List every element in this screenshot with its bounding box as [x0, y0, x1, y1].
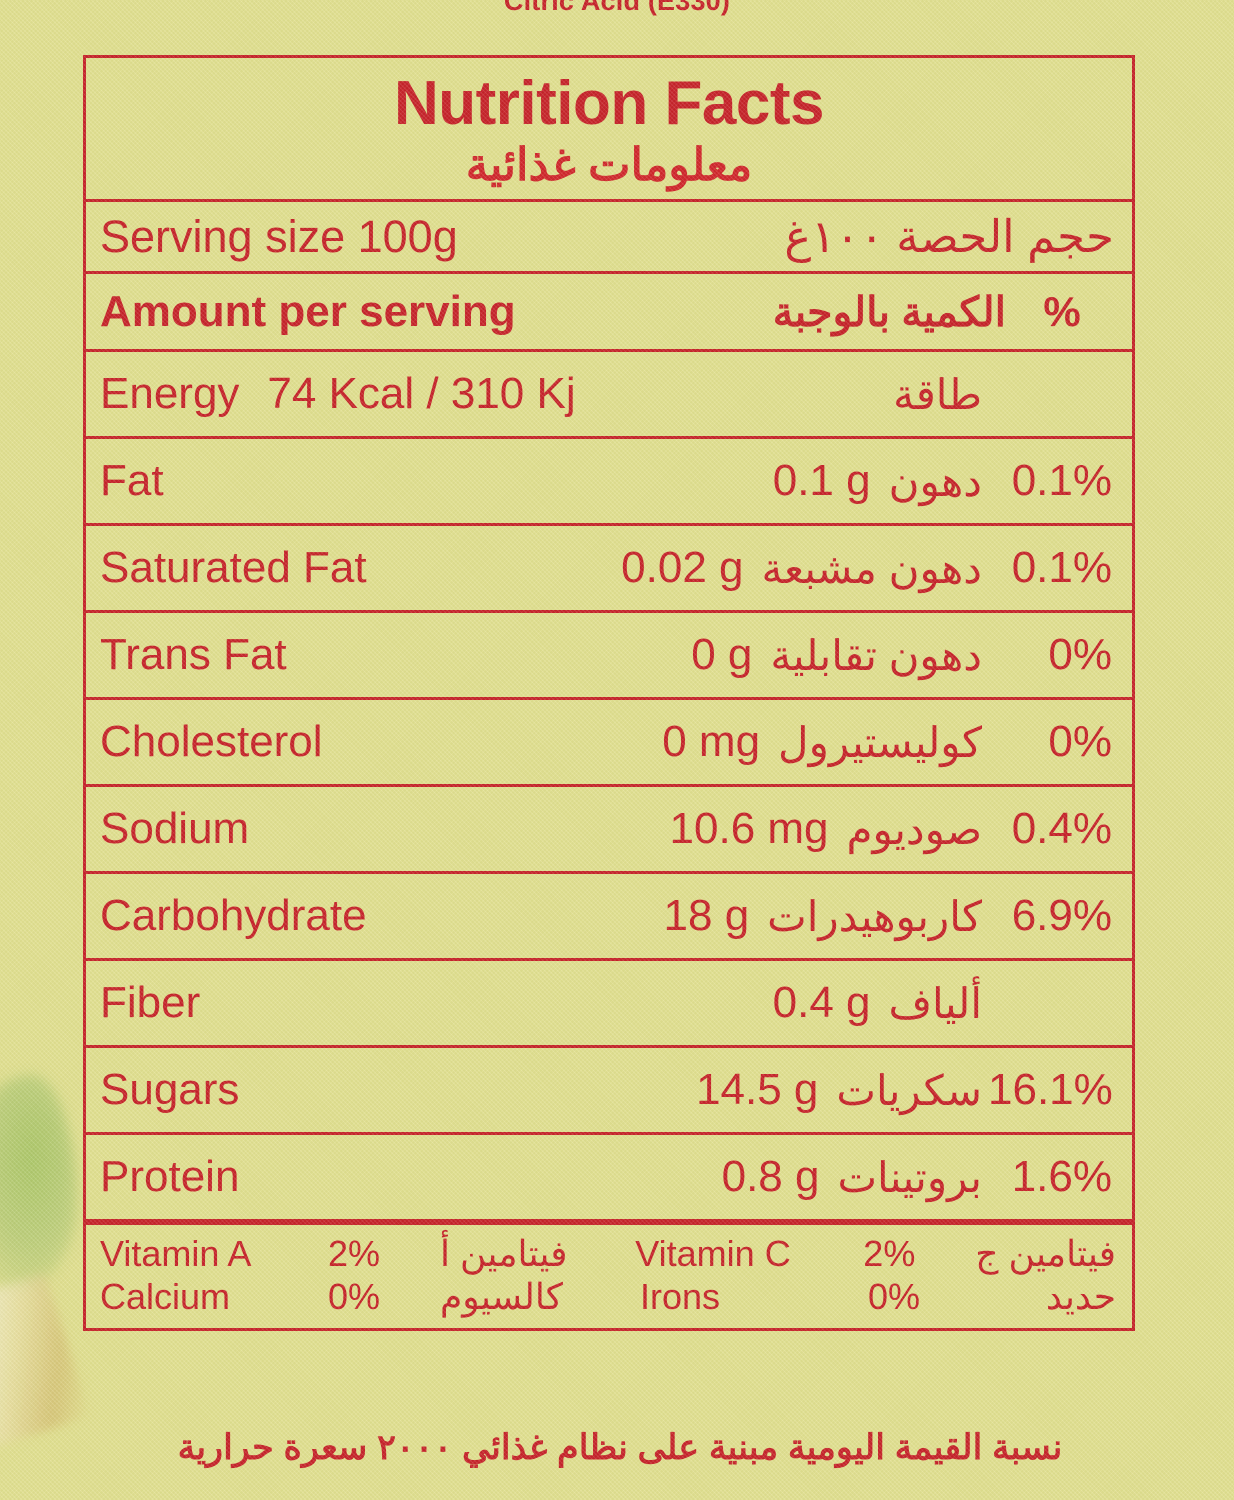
nutrient-label: Sodium [100, 804, 250, 854]
amount-per-serving-label: Amount per serving [100, 286, 516, 336]
iron-percent: 0% [868, 1275, 921, 1317]
nutrient-value-group: 0.4 g ألياف [200, 978, 988, 1028]
vitamin-c-percent: 2% [863, 1233, 916, 1275]
calcium-label: Calcium [100, 1275, 231, 1317]
nutrient-value-group: 0.8 g بروتينات [239, 1152, 988, 1202]
table-row-saturated-fat: Saturated Fat 0.02 g دهون مشبعة 0.1% [86, 526, 1132, 614]
nutrient-label: Sugars [100, 1065, 240, 1115]
nutrient-value-group: 14.5 g سكريات [239, 1065, 988, 1115]
table-row-energy: Energy 74 Kcal / 310 Kj طاقة [86, 352, 1132, 440]
nutrient-percent: 0.4% [1011, 804, 1112, 854]
nutrient-value: 10.6 mg [669, 804, 829, 854]
nutrient-label-arabic: بروتينات [837, 1153, 982, 1201]
nutrient-label-arabic: صوديوم [846, 805, 982, 853]
vitamin-a-cell: Vitamin A 2% فيتامين أ [100, 1233, 635, 1275]
page-title-arabic: معلومات غذائية [465, 139, 753, 191]
nutrient-label-arabic: دهون تقابلية [770, 631, 982, 679]
nutrient-percent: 1.6% [1011, 1152, 1112, 1202]
table-row-protein: Protein 0.8 g بروتينات 1.6% [86, 1135, 1132, 1223]
nutrient-percent: 0.1% [1011, 456, 1112, 506]
table-row-fat: Fat 0.1 g دهون 0.1% [86, 439, 1132, 527]
percent-column-header: % [1043, 287, 1081, 335]
table-row-cholesterol: Cholesterol 0 mg كوليستيرول 0% [86, 700, 1132, 788]
nutrient-label: Saturated Fat [100, 543, 367, 593]
nutrient-label-arabic: كوليستيرول [778, 718, 982, 766]
nutrient-percent: 16.1% [988, 1065, 1113, 1115]
calcium-percent: 0% [328, 1275, 381, 1317]
calcium-cell: Calcium 0% كالسيوم [100, 1276, 640, 1318]
nutrient-value: 0 mg [662, 717, 761, 767]
nutrient-label: Trans Fat [100, 630, 287, 680]
nutrient-value-group: 0.02 g دهون مشبعة [367, 543, 988, 593]
nutrient-label: Cholesterol [100, 717, 323, 767]
nutrient-label-arabic: دهون [888, 457, 982, 505]
cropped-ingredient-text: Citric Acid (E330) [503, 0, 731, 16]
nutrient-label-arabic: سكريات [836, 1066, 982, 1114]
nutrient-label-arabic: طاقة [893, 370, 982, 418]
iron-label-arabic: حديد [1045, 1275, 1116, 1317]
amount-per-serving-header-row: Amount per serving الكمية بالوجبة % [86, 274, 1132, 353]
nutrient-label-arabic: دهون مشبعة [761, 544, 982, 592]
nutrient-value-group: 0 g دهون تقابلية [287, 630, 988, 680]
table-row-sugars: Sugars 14.5 g سكريات 16.1% [86, 1048, 1132, 1136]
calcium-label-arabic: كالسيوم [440, 1275, 563, 1317]
page-title: Nutrition Facts [394, 69, 824, 138]
energy-label-value-group: Energy 74 Kcal / 310 Kj [100, 369, 576, 419]
nutrient-label: Energy [100, 369, 240, 419]
daily-value-footnote: نسبة القيمة اليومية مبنية على نظام غذائي… [177, 1428, 1063, 1467]
vitamin-a-label: Vitamin A [100, 1233, 252, 1275]
nutrient-label: Carbohydrate [100, 891, 367, 941]
vitamin-a-percent: 2% [328, 1233, 381, 1275]
table-row-sodium: Sodium 10.6 mg صوديوم 0.4% [86, 787, 1132, 875]
iron-cell: Irons 0% حديد [640, 1276, 1118, 1318]
vitamins-row-1: Vitamin A 2% فيتامين أ Vitamin C 2% فيتا… [100, 1233, 1118, 1275]
nutrient-value: 0 g [691, 630, 753, 680]
nutrient-value-group: 10.6 mg صوديوم [249, 804, 988, 854]
nutrient-value-group: 0.1 g دهون [164, 456, 988, 506]
package-highlight-artwork [0, 1273, 91, 1447]
nutrient-value: 74 Kcal / 310 Kj [267, 369, 576, 419]
vitamins-row-2: Calcium 0% كالسيوم Irons 0% حديد [100, 1276, 1118, 1318]
nutrition-facts-title-block: Nutrition Facts معلومات غذائية [86, 58, 1132, 203]
nutrient-arabic-group: طاقة [576, 370, 988, 419]
nutrient-percent: 0% [1048, 717, 1112, 767]
nutrient-label: Fiber [100, 978, 201, 1028]
serving-size-label-arabic: حجم الحصة ١٠٠غ [784, 211, 1114, 263]
serving-size-label: Serving size 100g [100, 210, 458, 262]
nutrient-value: 0.8 g [721, 1152, 820, 1202]
iron-label: Irons [640, 1275, 721, 1317]
vitamin-c-label-arabic: فيتامين ج [975, 1233, 1116, 1275]
vitamin-c-label: Vitamin C [635, 1233, 791, 1275]
nutrient-value: 0.02 g [621, 543, 744, 593]
table-row-fiber: Fiber 0.4 g ألياف [86, 961, 1132, 1049]
nutrient-value-group: 18 g كاربوهيدرات [367, 891, 988, 941]
serving-size-row: Serving size 100g حجم الحصة ١٠٠غ [86, 202, 1132, 275]
nutrient-value: 0.1 g [772, 456, 871, 506]
nutrient-label: Protein [100, 1152, 240, 1202]
amount-per-serving-label-arabic: الكمية بالوجبة [772, 288, 1006, 335]
nutrient-label-arabic: كاربوهيدرات [767, 892, 982, 940]
vitamin-c-cell: Vitamin C 2% فيتامين ج [635, 1233, 1118, 1275]
table-row-carbohydrate: Carbohydrate 18 g كاربوهيدرات 6.9% [86, 874, 1132, 962]
nutrient-value: 18 g [663, 891, 750, 941]
nutrient-value: 14.5 g [696, 1065, 819, 1115]
nutrient-value-group: 0 mg كوليستيرول [323, 717, 988, 767]
package-leaf-artwork [0, 1075, 77, 1290]
nutrient-percent: 0% [1048, 630, 1112, 680]
nutrient-value: 0.4 g [772, 978, 871, 1028]
nutrient-label: Fat [100, 456, 164, 506]
vitamin-a-label-arabic: فيتامين أ [440, 1233, 568, 1275]
nutrient-percent: 6.9% [1011, 891, 1112, 941]
table-row-trans-fat: Trans Fat 0 g دهون تقابلية 0% [86, 613, 1132, 701]
vitamins-minerals-block: Vitamin A 2% فيتامين أ Vitamin C 2% فيتا… [86, 1222, 1132, 1328]
nutrient-percent: 0.1% [1011, 543, 1112, 593]
nutrition-facts-panel: Nutrition Facts معلومات غذائية Serving s… [83, 55, 1135, 1332]
nutrient-label-arabic: ألياف [888, 979, 982, 1027]
